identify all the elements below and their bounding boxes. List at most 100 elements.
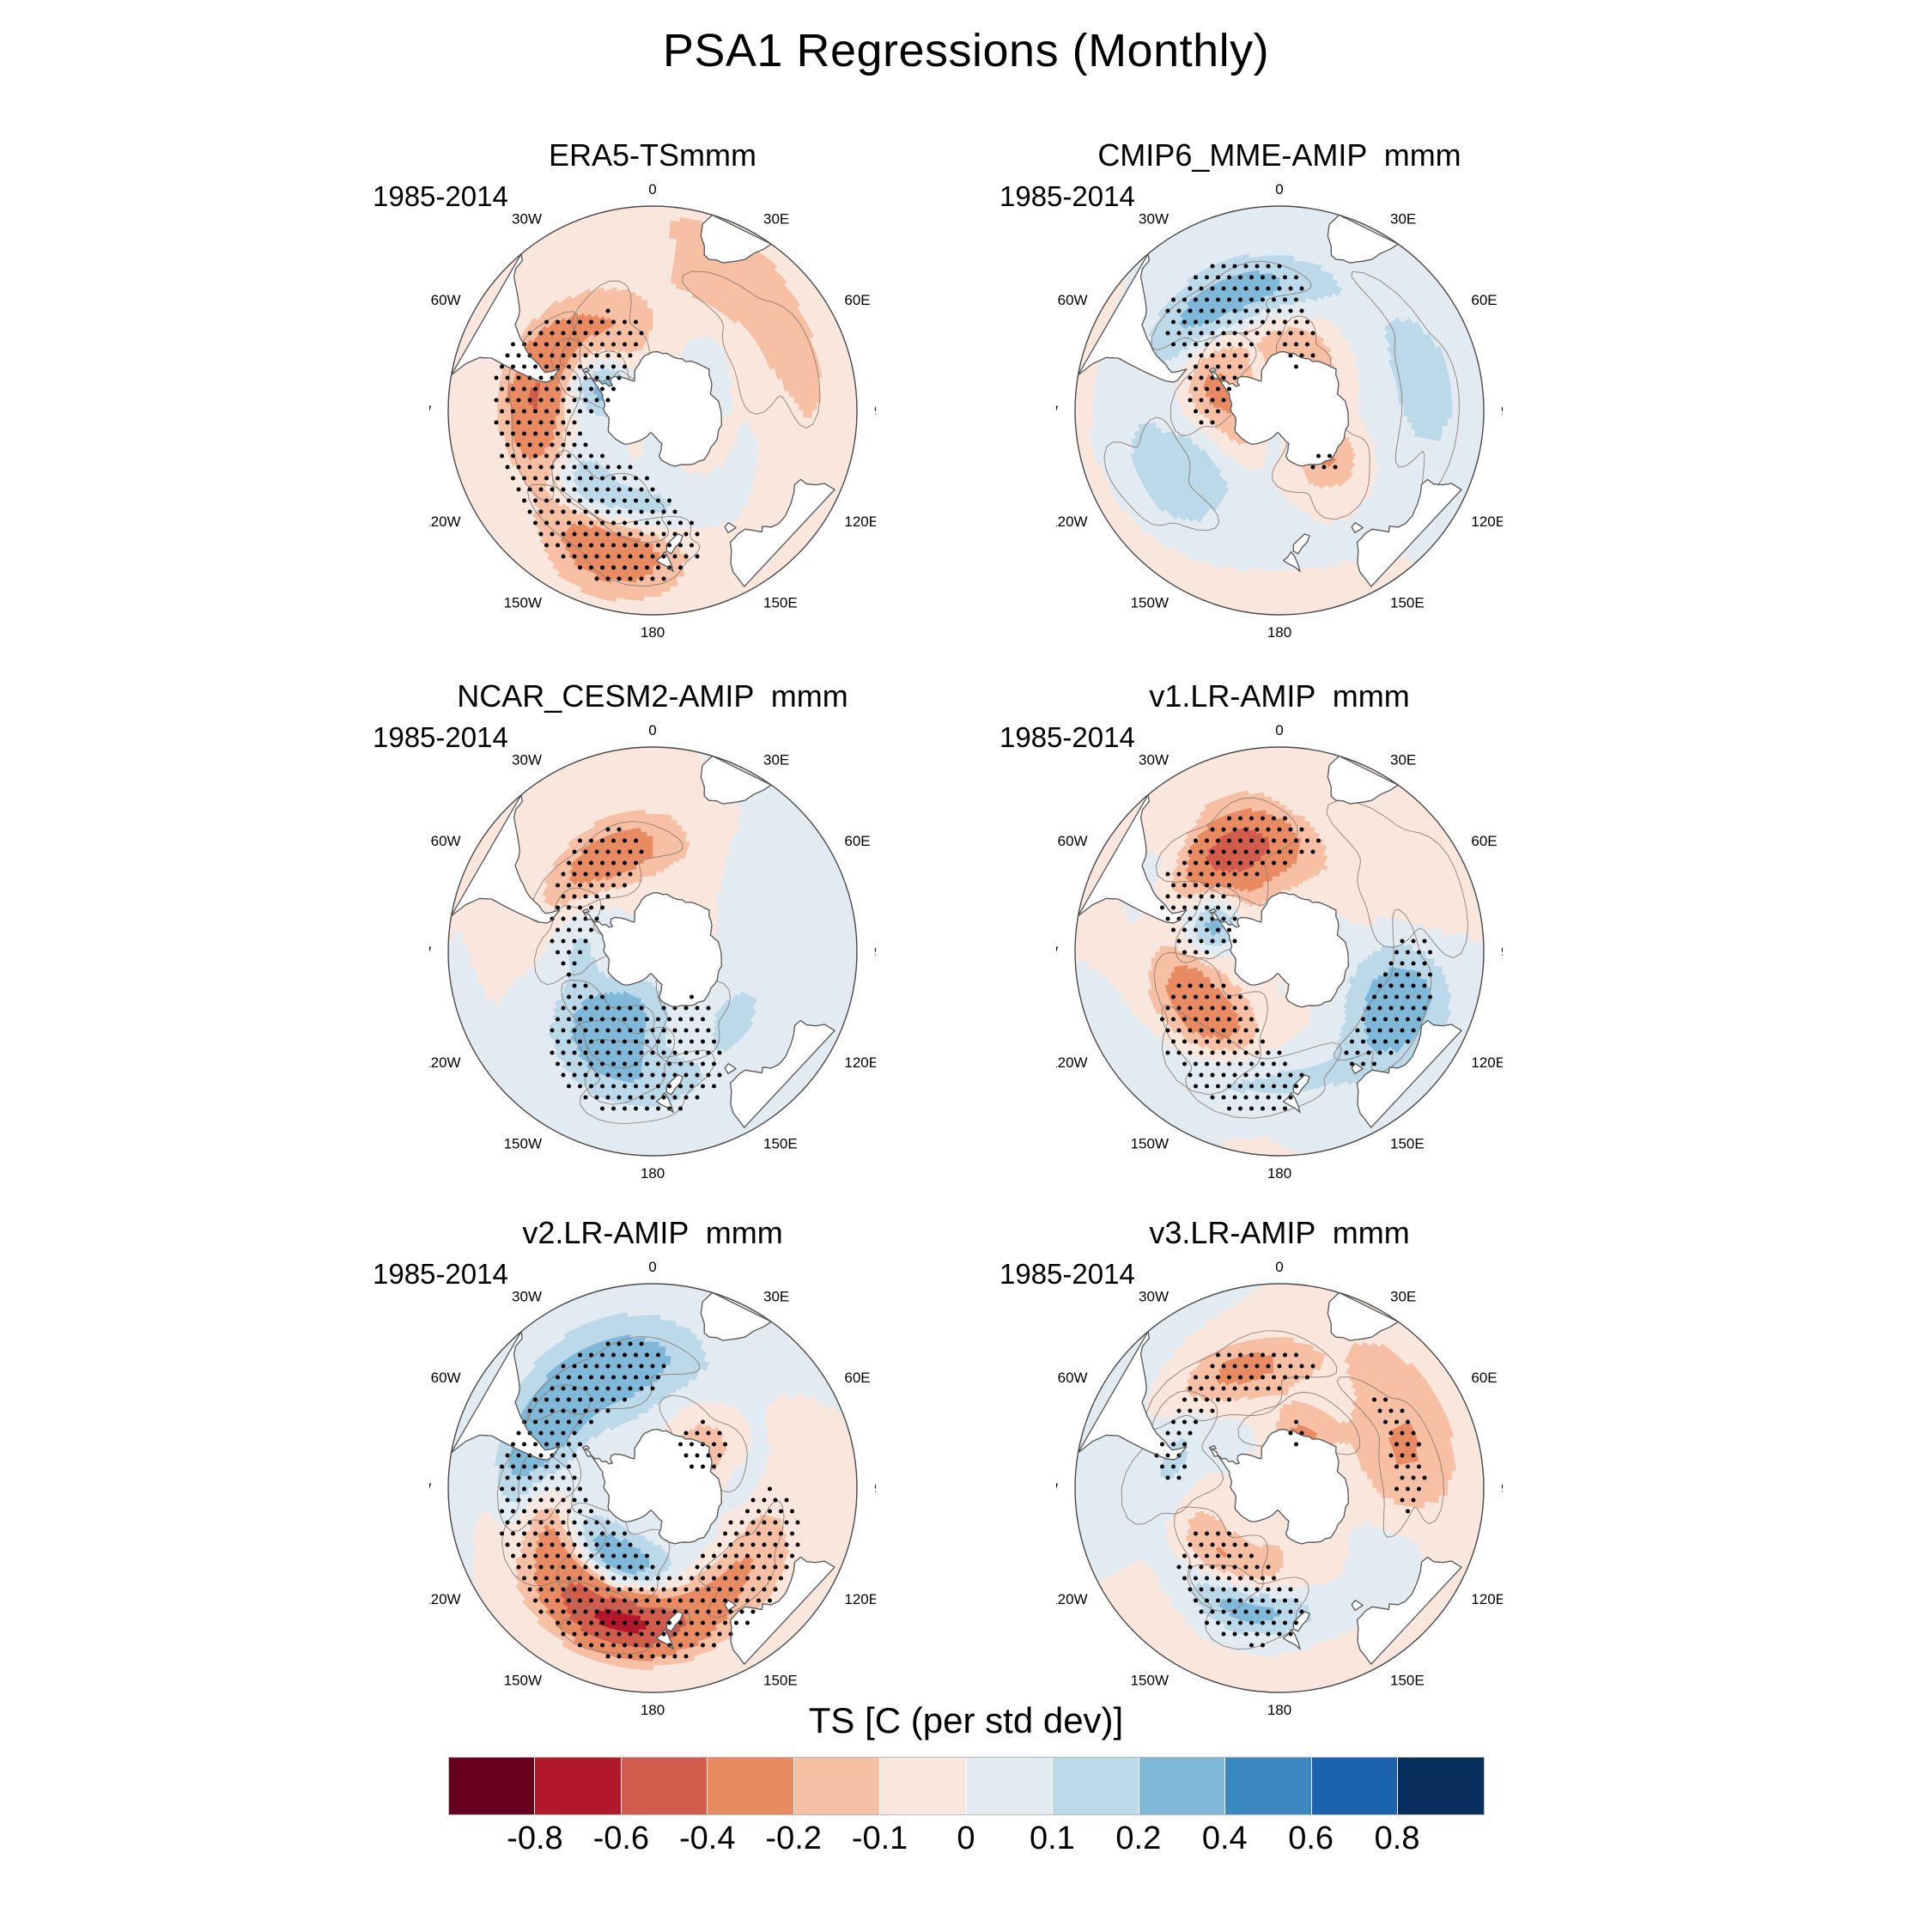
lon-label-120W: 120W: [429, 513, 461, 530]
colorbar-tick-1: -0.6: [593, 1820, 649, 1857]
colorbar-cell-5[interactable]: [880, 1758, 967, 1814]
colorbar-tick-3: -0.2: [765, 1820, 821, 1857]
lon-label-90E: 90E: [1501, 403, 1503, 419]
lon-label-150E: 150E: [763, 594, 798, 611]
coastlines: [451, 1291, 835, 1665]
lon-label-30E: 30E: [763, 752, 789, 769]
lon-label-90E: 90E: [874, 944, 876, 960]
colorbar-label: TS [C (per std dev)]: [0, 1700, 1932, 1741]
lon-label-30E: 30E: [763, 211, 789, 228]
panel-v3lr: v3.LR-AMIP mmm 1985-2014 0 30E 60E 90E 120E 150…: [996, 1215, 1563, 1765]
lon-label-120E: 120E: [844, 513, 876, 530]
panel-title-v3lr: v3.LR-AMIP mmm: [996, 1215, 1563, 1251]
map-v1lr: 0 30E 60E 90E 120E 150E 180 150W 120W 90W 60W 30W: [1056, 722, 1503, 1182]
lon-label-120E: 120E: [1471, 513, 1503, 530]
lon-label-180: 180: [641, 1165, 665, 1182]
panel-era5: ERA5-TSmmm 1985-2014 0 30E 60E 90E 120E 150E 180…: [369, 137, 936, 687]
lon-label-120W: 120W: [429, 1591, 461, 1607]
map-wrapper-cesm2[interactable]: 0 30E 60E 90E 120E 150E 180 150W 120W 90W 60W 30W: [429, 718, 876, 1199]
colorbar-ticks: -0.8 -0.6 -0.4 -0.2 -0.1 0 0.1 0.2 0.4 0.6 0.8: [449, 1820, 1484, 1868]
colorbar-cell-0[interactable]: [448, 1758, 535, 1814]
lon-label-150E: 150E: [1390, 594, 1425, 611]
map-wrapper-era5[interactable]: 0 30E 60E 90E 120E 150E 180 150W 120W 90W 60W 30W: [429, 177, 876, 658]
colorbar-cell-11[interactable]: [1398, 1758, 1484, 1814]
significance-stippling: [1154, 1352, 1427, 1648]
colorbar-tick-5: 0: [957, 1820, 975, 1857]
map-boundary: [1074, 1283, 1485, 1693]
lon-label-120E: 120E: [844, 1054, 876, 1071]
colorbar-tick-10: 0.8: [1375, 1820, 1420, 1857]
panel-period-v3lr: 1985-2014: [999, 1258, 1135, 1291]
panel-period-v1lr: 1985-2014: [999, 721, 1135, 754]
lon-label-60W: 60W: [1058, 1370, 1088, 1386]
lon-label-60E: 60E: [844, 292, 870, 308]
colorbar-cell-3[interactable]: [708, 1758, 794, 1814]
lon-label-90W: 90W: [1056, 944, 1058, 960]
lon-label-30W: 30W: [1139, 1289, 1169, 1305]
colorbar-tick-2: -0.4: [679, 1820, 735, 1857]
colorbar-cell-1[interactable]: [535, 1758, 622, 1814]
panel-v2lr: v2.LR-AMIP mmm 1985-2014 0 30E 60E 90E 120E 150…: [369, 1215, 936, 1765]
landmasses: [1078, 214, 1462, 587]
lon-label-150W: 150W: [504, 594, 542, 611]
map-wrapper-v1lr[interactable]: 0 30E 60E 90E 120E 150E 180 150W 120W 90W 60W 30W: [1056, 718, 1503, 1199]
lon-label-150W: 150W: [504, 1672, 542, 1688]
colorbar-strip[interactable]: [447, 1757, 1485, 1815]
panel-period-era5: 1985-2014: [373, 180, 508, 213]
lon-label-30W: 30W: [1139, 752, 1169, 769]
lon-label-30W: 30W: [512, 1289, 542, 1305]
significance-stippling: [1165, 264, 1338, 470]
lon-label-120E: 120E: [1471, 1054, 1503, 1071]
map-boundary: [1074, 746, 1485, 1157]
map-boundary: [1074, 205, 1485, 616]
colorbar-cell-7[interactable]: [1053, 1758, 1139, 1814]
anomaly-field: [1075, 206, 1484, 615]
lon-label-90W: 90W: [1056, 1480, 1058, 1497]
lon-label-30E: 30E: [1390, 1289, 1416, 1305]
lon-label-90W: 90W: [429, 1480, 431, 1497]
panel-period-v2lr: 1985-2014: [373, 1258, 508, 1291]
lon-label-0: 0: [1275, 1259, 1283, 1275]
lon-label-180: 180: [641, 624, 665, 641]
lon-label-150W: 150W: [504, 1135, 542, 1151]
coastlines: [451, 214, 835, 587]
lon-label-90E: 90E: [874, 403, 876, 419]
map-boundary: [447, 1283, 858, 1693]
panel-title-v2lr: v2.LR-AMIP mmm: [369, 1215, 936, 1251]
lon-label-60W: 60W: [431, 833, 461, 849]
map-boundary: [447, 746, 858, 1157]
lon-label-60E: 60E: [844, 833, 870, 849]
lon-label-30W: 30W: [512, 211, 542, 228]
lon-label-60E: 60E: [844, 1370, 870, 1386]
colorbar-cell-10[interactable]: [1311, 1758, 1398, 1814]
lon-label-150E: 150E: [1390, 1135, 1425, 1151]
lon-label-90W: 90W: [1056, 403, 1058, 419]
lon-label-0: 0: [1275, 181, 1283, 197]
colorbar-tick-9: 0.6: [1288, 1820, 1334, 1857]
colorbar-tick-6: 0.1: [1030, 1820, 1075, 1857]
colorbar-cell-9[interactable]: [1225, 1758, 1312, 1814]
colorbar-cell-4[interactable]: [793, 1758, 880, 1814]
lon-label-150W: 150W: [1131, 594, 1169, 611]
lon-label-180: 180: [641, 1702, 665, 1718]
panel-title-era5: ERA5-TSmmm: [369, 137, 936, 173]
map-v3lr: 0 30E 60E 90E 120E 150E 180 150W 120W 90W 60W 30W: [1056, 1259, 1503, 1718]
map-wrapper-v2lr[interactable]: 0 30E 60E 90E 120E 150E 180 150W 120W 90W 60W 30W: [429, 1255, 876, 1735]
lon-label-90E: 90E: [1501, 944, 1503, 960]
anomaly-field: [448, 1284, 857, 1692]
colorbar-cell-8[interactable]: [1139, 1758, 1225, 1814]
panel-cesm2: NCAR_CESM2-AMIP mmm 1985-2014 0 30E 60E 90E 12…: [369, 678, 936, 1228]
colorbar-cell-2[interactable]: [621, 1758, 708, 1814]
landmasses: [1078, 1291, 1462, 1665]
colorbar: TS [C (per std dev)] -0.8 -0.6 -0.4 -0.2 -0.…: [0, 1700, 1932, 1868]
lon-label-120W: 120W: [1056, 513, 1088, 530]
colorbar-tick-4: -0.1: [852, 1820, 908, 1857]
panel-period-cmip6_mme: 1985-2014: [999, 180, 1135, 213]
map-wrapper-v3lr[interactable]: 0 30E 60E 90E 120E 150E 180 150W 120W 90W 60W 30W: [1056, 1255, 1503, 1735]
lon-label-150E: 150E: [763, 1135, 798, 1151]
map-wrapper-cmip6_mme[interactable]: 0 30E 60E 90E 120E 150E 180 150W 120W 90W 60W 30W: [1056, 177, 1503, 658]
colorbar-tick-7: 0.2: [1115, 1820, 1161, 1857]
colorbar-cell-6[interactable]: [966, 1758, 1053, 1814]
lon-label-60W: 60W: [431, 292, 461, 308]
